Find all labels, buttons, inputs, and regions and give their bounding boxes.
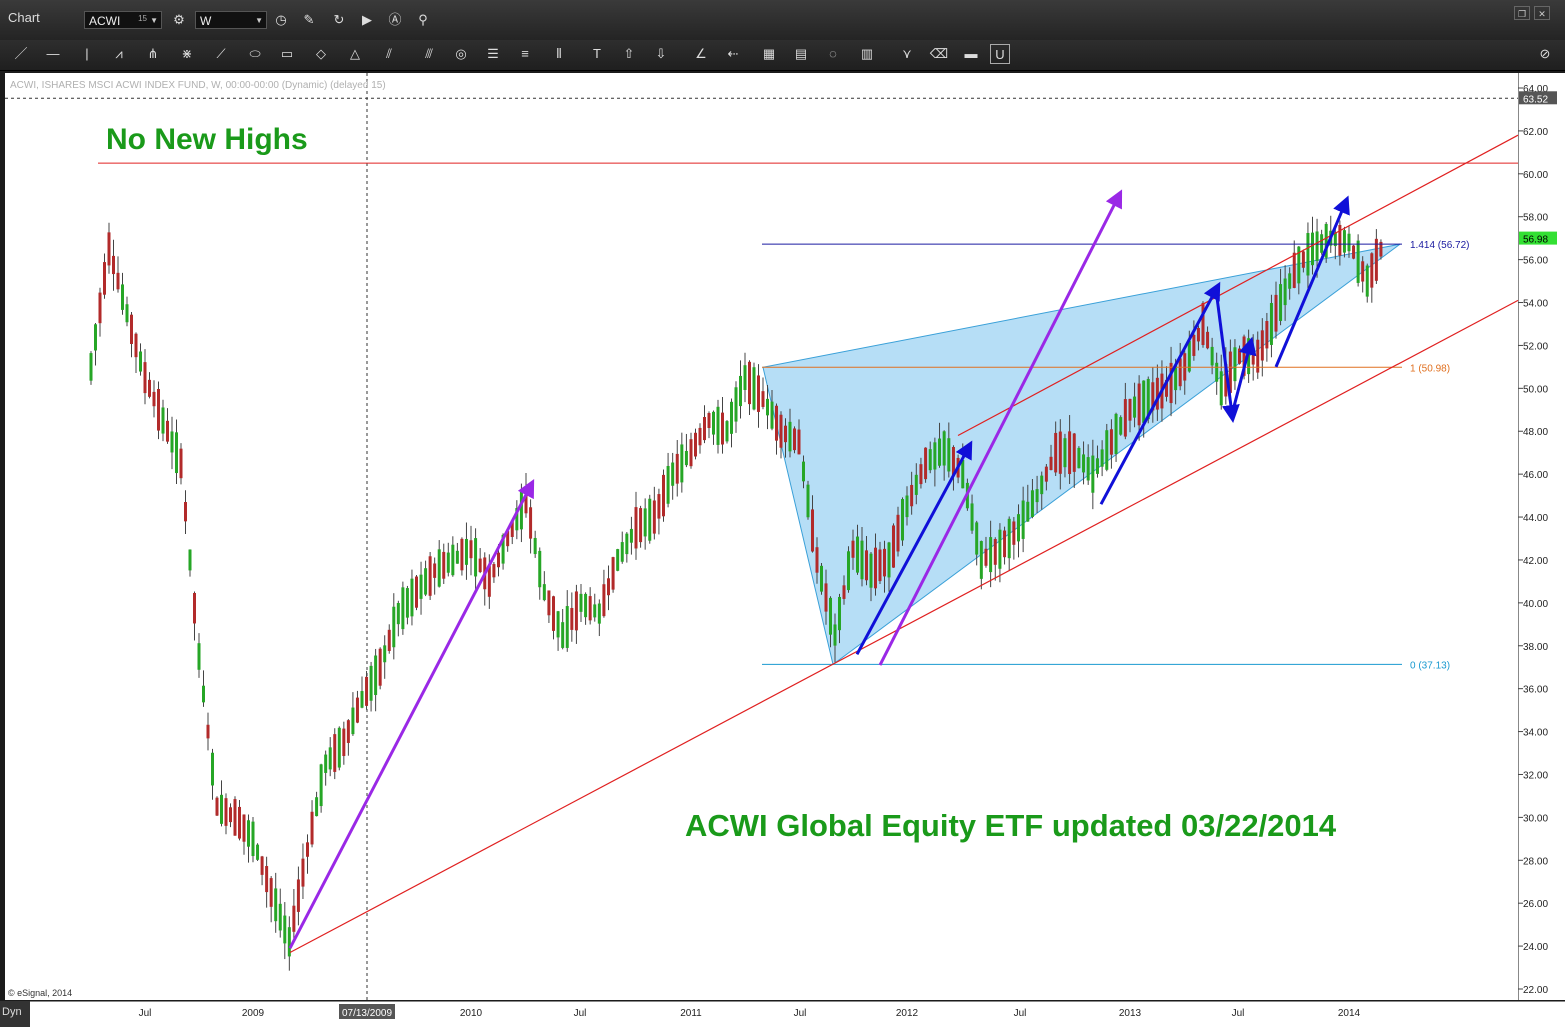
grid-tool-icon[interactable]: ▦ xyxy=(762,46,776,61)
pti-tool-icon[interactable]: ▥ xyxy=(860,46,874,61)
alert-icon[interactable]: Ⓐ xyxy=(388,12,402,27)
wave-tool-icon[interactable]: ⋎ xyxy=(902,46,912,61)
channel-tool-icon[interactable]: ⫽ xyxy=(386,46,392,61)
window-title: Chart xyxy=(8,10,40,25)
arrow-down-tool-icon[interactable]: ⇩ xyxy=(655,46,667,61)
mob-tool-icon[interactable]: ▤ xyxy=(794,46,808,61)
vertical-line-tool-icon[interactable]: | xyxy=(85,46,89,61)
window-title-bar: Chart ACWI 15 ▼ ⚙ W ▼ ◷ ✎ ↻ ▶ Ⓐ ⚲ ❐ ✕ xyxy=(0,0,1565,41)
text-tool-icon[interactable]: T xyxy=(593,46,601,61)
drawing-toolbar xyxy=(0,40,1565,71)
pitchfork-tool-icon[interactable]: ⋔ xyxy=(147,46,159,61)
fib-extension-tool-icon[interactable]: ≡ xyxy=(521,46,529,61)
eraser-tool-icon[interactable]: ⌫ xyxy=(929,46,949,61)
interval-value: W xyxy=(200,14,212,28)
ellipse-tool-icon[interactable]: ⬭ xyxy=(249,46,261,61)
play-icon[interactable]: ▶ xyxy=(362,12,372,27)
chart-plot-area[interactable] xyxy=(5,73,1518,1000)
angle-tool-icon[interactable]: ∠ xyxy=(695,46,707,61)
dynamic-mode-label[interactable]: Dyn xyxy=(0,1001,30,1027)
fib-retracement-tool-icon[interactable]: ☰ xyxy=(487,46,499,61)
interval-select[interactable]: W ▼ xyxy=(195,11,267,29)
zigzag-tool-icon[interactable]: ⩘ xyxy=(115,46,123,61)
cycle-tool-icon[interactable]: ◌ xyxy=(829,46,837,61)
symbol-badge: 15 xyxy=(138,14,147,23)
parallel-lines-tool-icon[interactable]: ⫻ xyxy=(425,46,433,61)
lock-tool-icon[interactable]: ⊘ xyxy=(1539,46,1551,61)
price-axis[interactable] xyxy=(1518,73,1565,1000)
refresh-icon[interactable]: ↻ xyxy=(333,12,345,27)
settings-icon[interactable]: ⚙ xyxy=(173,12,185,27)
circle-target-tool-icon[interactable]: ◎ xyxy=(455,46,467,61)
comment-tool-icon[interactable]: ▬ xyxy=(964,46,978,61)
time-axis[interactable] xyxy=(5,1001,1565,1027)
triangle-tool-icon[interactable]: △ xyxy=(350,46,360,61)
restore-window-icon[interactable]: ❐ xyxy=(1514,6,1530,20)
pencil-icon[interactable]: ✎ xyxy=(303,12,315,27)
magnet-tool-icon[interactable]: U xyxy=(990,44,1010,64)
symbol-input[interactable]: ACWI 15 ▼ xyxy=(84,11,162,29)
diamond-tool-icon[interactable]: ◇ xyxy=(316,46,326,61)
arrow-up-tool-icon[interactable]: ⇧ xyxy=(623,46,635,61)
fan-tool-icon[interactable]: ⋇ xyxy=(181,46,193,61)
gann-fan-tool-icon[interactable]: ⟋ xyxy=(216,46,226,61)
symbol-value: ACWI xyxy=(89,14,121,28)
trendline-tool-icon[interactable]: ／ xyxy=(14,46,28,61)
close-window-icon[interactable]: ✕ xyxy=(1534,6,1550,20)
chevron-down-icon[interactable]: ▼ xyxy=(150,16,158,25)
horizontal-line-tool-icon[interactable]: — xyxy=(46,46,60,61)
link-icon[interactable]: ⚲ xyxy=(418,12,428,27)
chevron-down-icon[interactable]: ▼ xyxy=(255,16,263,25)
rectangle-tool-icon[interactable]: ▭ xyxy=(280,46,294,61)
clock-icon[interactable]: ◷ xyxy=(275,12,287,27)
arrow-left-tool-icon[interactable]: ⇠ xyxy=(727,46,739,61)
fib-time-tool-icon[interactable]: ⦀ xyxy=(556,46,562,61)
